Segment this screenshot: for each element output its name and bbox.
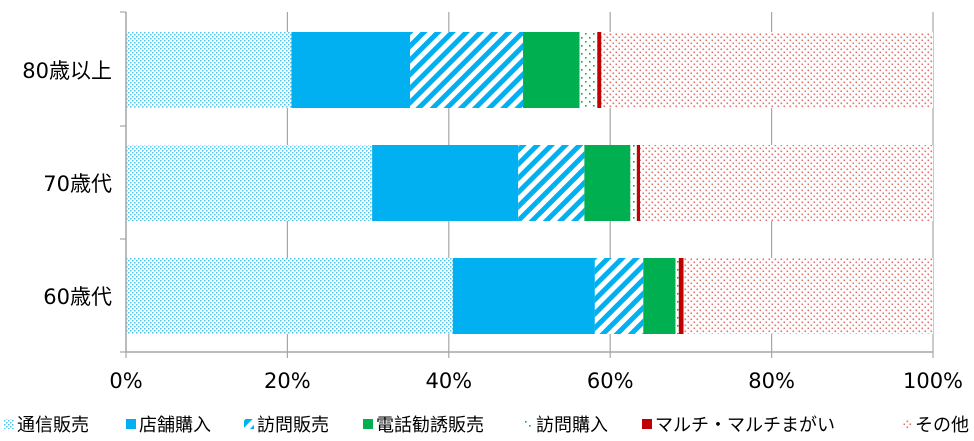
bar-segment (410, 32, 524, 108)
bar-segment (636, 145, 641, 221)
legend-item: 店舗購入 (126, 415, 211, 436)
legend-swatch (244, 419, 254, 429)
x-tick-label: 40% (425, 369, 472, 393)
bar-segment (523, 32, 580, 108)
legend-item: 電話勧誘販売 (363, 415, 484, 436)
bar-segment (291, 32, 411, 108)
bar-segment (372, 145, 519, 221)
legend-label: 通信販売 (17, 415, 89, 436)
bar-segment (601, 32, 933, 108)
legend-swatch (523, 419, 533, 429)
bar-segment (678, 258, 684, 334)
bar-segment (640, 145, 933, 221)
x-tick-label: 20% (264, 369, 311, 393)
x-tick-label: 80% (748, 369, 795, 393)
legend-swatch (126, 419, 136, 429)
bars (126, 32, 933, 334)
bar-segment (675, 258, 679, 334)
legend-item: 訪問販売 (244, 415, 329, 436)
legend-item: 訪問購入 (523, 415, 608, 436)
category-label: 80歳以上 (22, 59, 112, 83)
legend-item: 通信販売 (4, 415, 89, 436)
legend-label: 店舗購入 (139, 415, 211, 436)
legend-label: 電話勧誘販売 (376, 415, 484, 436)
bar-group (126, 145, 933, 221)
legend-swatch (4, 419, 14, 429)
legend-swatch (642, 419, 652, 429)
category-label: 60歳代 (43, 285, 112, 309)
bar-segment (683, 258, 933, 334)
legend-item: その他 (902, 415, 969, 436)
legend-label: 訪問購入 (536, 415, 608, 436)
bar-segment (126, 258, 453, 334)
legend: 通信販売 店舗購入 訪問販売 電話勧誘販売 訪問購入 マルチ・マルチまがい その他 (4, 415, 969, 436)
axes: 0% 20% 40% 60% 80% 100% 80歳以上 70歳代 60歳代 (22, 12, 963, 393)
bar-segment (518, 145, 585, 221)
legend-swatch (902, 419, 912, 429)
bar-segment (126, 32, 292, 108)
bar-segment (597, 32, 602, 108)
bar-segment (579, 32, 598, 108)
bar-group (126, 32, 933, 108)
category-label: 70歳代 (43, 172, 112, 196)
bar-segment (584, 145, 631, 221)
bar-segment (643, 258, 676, 334)
legend-label: その他 (915, 415, 969, 436)
legend-item: マルチ・マルチまがい (642, 415, 835, 436)
x-tick-label: 60% (587, 369, 634, 393)
legend-label: マルチ・マルチまがい (655, 415, 835, 436)
bar-group (126, 258, 933, 334)
x-tick-label: 100% (903, 369, 963, 393)
bar-segment (452, 258, 595, 334)
legend-swatch (363, 419, 373, 429)
bar-segment (126, 145, 373, 221)
legend-label: 訪問販売 (257, 415, 329, 436)
bar-segment (594, 258, 644, 334)
x-tick-label: 0% (109, 369, 142, 393)
bar-segment (630, 145, 637, 221)
